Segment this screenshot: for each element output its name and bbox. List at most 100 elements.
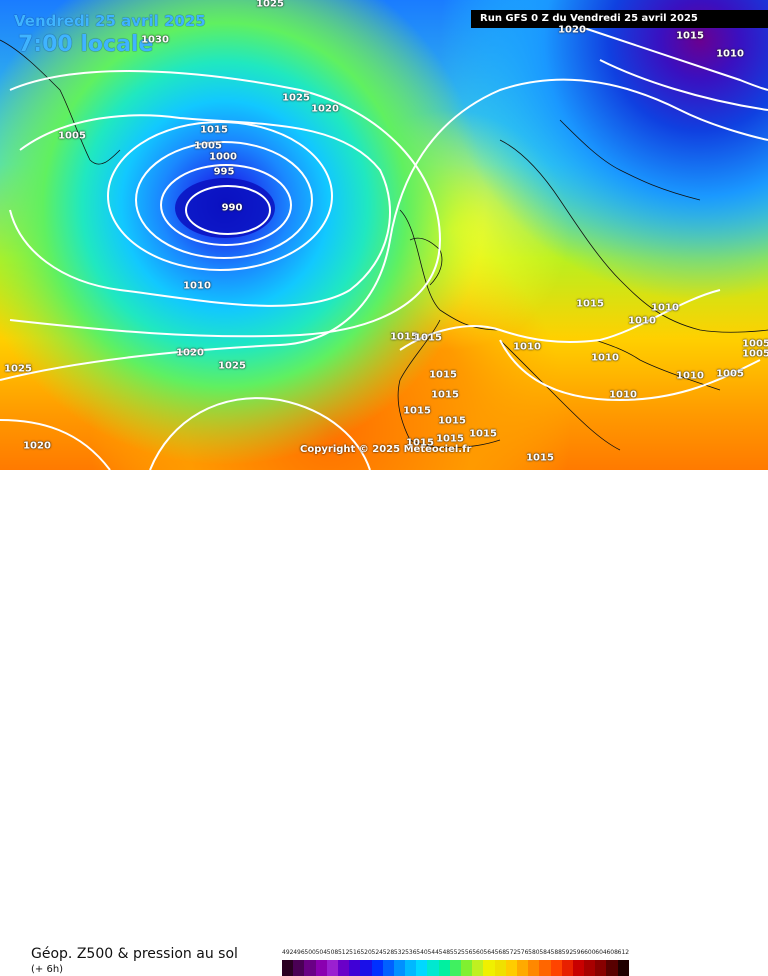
legend-swatch [315,960,327,976]
isobar-label: 1020 [23,440,51,452]
isobar-label: 1015 [436,433,464,445]
isobar-label: 1015 [414,332,442,344]
legend-swatch [483,960,495,976]
legend-swatch [393,960,406,976]
forecast-date: Vendredi 25 avril 2025 [14,12,206,30]
legend-label: 528 [382,949,395,956]
isobar-label: 1020 [176,347,204,359]
legend-label: 544 [427,949,439,956]
legend-label: 572 [505,949,518,956]
legend-label: 492 [282,949,294,956]
legend-label: 608 [606,949,618,956]
legend-swatch [528,960,540,976]
legend-swatch [405,960,417,976]
legend-swatch [595,960,607,976]
legend-swatch [561,960,573,976]
legend-label: 604 [595,949,607,956]
legend-label: 592 [561,949,574,956]
isobar-label: 1025 [256,0,284,10]
isobar-label: 990 [221,202,243,214]
legend-label: 520 [360,949,372,956]
legend-swatch [461,960,473,976]
isobar-label: 1015 [429,369,457,381]
legend-label: 548 [438,949,451,956]
isobar-label: 1010 [183,280,211,292]
legend-swatch [337,960,350,976]
legend-label: 580 [528,949,540,956]
legend-label: 576 [516,949,529,956]
legend-swatch [539,960,551,976]
isobar-label: 1015 [200,124,228,136]
isobar-label: 1010 [651,302,679,314]
chart-title: Géop. Z500 & pression au sol [31,946,238,962]
legend-label: 532 [393,949,406,956]
isobar-label: 1005 [194,140,222,152]
legend-swatch [382,960,394,976]
run-info: Run GFS 0 Z du Vendredi 25 avril 2025 [471,10,768,28]
legend-label: 568 [494,949,507,956]
isobar-label: 1030 [141,34,169,46]
forecast-offset: (+ 6h) [31,964,64,975]
legend-label: 508 [326,949,339,956]
legend-swatch [371,960,383,976]
isobar-label: 1025 [218,360,246,372]
legend-swatch [293,960,305,976]
isobar-label: 1010 [513,341,541,353]
legend-label: 584 [539,949,551,956]
legend-label: 556 [461,949,473,956]
legend-swatch [606,960,618,976]
legend-swatch [494,960,506,976]
isobar-label: 1015 [526,452,554,464]
isobar-label: 1020 [311,103,339,115]
legend-swatch [427,960,439,976]
coastlines [0,39,768,451]
isobar-label: 1015 [406,437,434,449]
geopotential-field [0,0,768,470]
legend-swatch [349,960,361,976]
legend-label: 564 [483,949,495,956]
isobar-label: 1015 [469,428,497,440]
legend-label: 596 [572,949,585,956]
legend-swatch [438,960,450,976]
isobar-label: 1010 [591,352,619,364]
isobar-label: 1010 [609,389,637,401]
isobar-label: 1005 [742,338,768,350]
isobar-label: 1000 [209,151,237,163]
legend-swatch [326,960,338,976]
isobar-label: 1010 [628,315,656,327]
legend-label: 600 [584,949,596,956]
legend-swatch [516,960,529,976]
legend-label: 516 [349,949,361,956]
legend-label: 552 [449,949,462,956]
isobar-label: 1010 [676,370,704,382]
isobar-label: 1005 [716,368,744,380]
isobar-label: 1015 [576,298,604,310]
legend-swatch [304,960,316,976]
legend-swatch [416,960,428,976]
isobar-label: 1010 [716,48,744,60]
isobar-label: 1025 [4,363,32,375]
legend-label: 588 [550,949,562,956]
legend-bar [282,960,629,976]
legend-label: 536 [405,949,417,956]
forecast-time: 7:00 locale [18,32,154,57]
isobar-label: 1020 [558,24,586,36]
isobar-label: 1015 [403,405,431,417]
legend-label: 524 [371,949,383,956]
legend-label: 560 [472,949,484,956]
legend-swatch [282,960,294,976]
weather-map: Vendredi 25 avril 2025 7:00 locale Run G… [0,0,768,470]
isobar-label: 1015 [431,389,459,401]
isobar-label: 1015 [438,415,466,427]
footer: Géop. Z500 & pression au sol (+ 6h) 492 4… [0,470,768,976]
isobar-label: 1025 [282,92,310,104]
isobar-label: 995 [213,166,235,178]
legend-label: 612 [617,949,630,956]
isobar-label: 1015 [390,331,418,343]
legend-labels: 492 496 500 504 508 512 516 520 524 528 532 536 540 5… [282,949,629,956]
copyright: Copyright © 2025 Meteociel.fr [300,444,472,455]
legend-swatch [584,960,596,976]
legend-swatch [360,960,372,976]
legend-swatch [472,960,484,976]
legend-label: 540 [416,949,428,956]
